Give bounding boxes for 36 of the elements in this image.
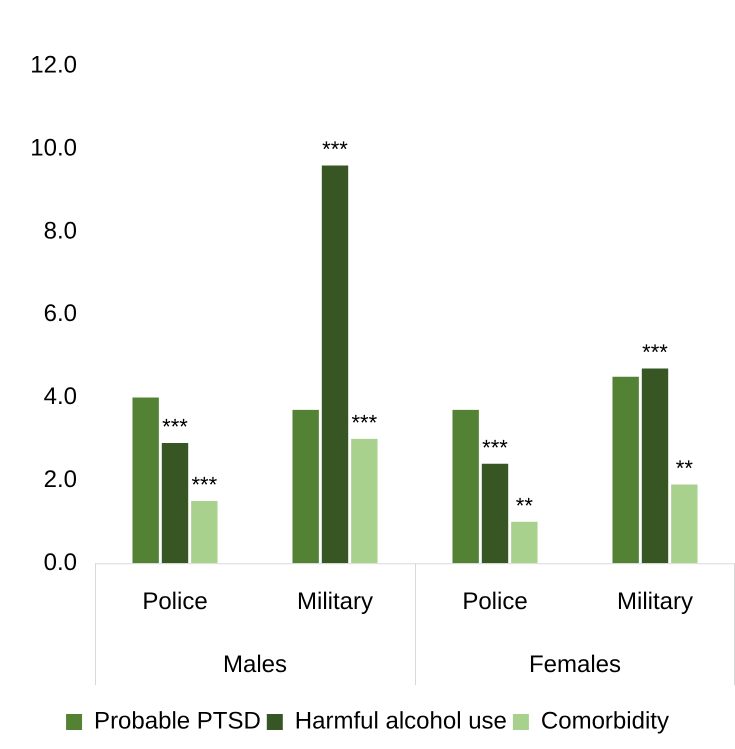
data-label: *** bbox=[162, 414, 188, 440]
y-tick-label: 8.0 bbox=[44, 217, 77, 244]
y-tick-label: 2.0 bbox=[44, 466, 77, 493]
text: Females bbox=[528, 650, 622, 678]
legend-label: Probable PTSD bbox=[94, 708, 261, 735]
bar bbox=[482, 464, 508, 564]
bar bbox=[642, 368, 668, 564]
bar bbox=[191, 501, 218, 564]
data-label: *** bbox=[351, 410, 378, 435]
data-label: ** bbox=[516, 492, 534, 518]
legend-label: Comorbidity bbox=[540, 708, 669, 735]
data-label: *** bbox=[482, 434, 508, 460]
bar bbox=[511, 522, 538, 564]
bar bbox=[671, 484, 698, 564]
data-label: *** bbox=[322, 136, 348, 162]
bar bbox=[132, 397, 159, 564]
bar bbox=[452, 410, 479, 564]
y-tick-label: 12.0 bbox=[30, 52, 77, 79]
x-tick-label: Military bbox=[297, 588, 373, 616]
bar bbox=[162, 443, 188, 564]
data-label: *** bbox=[191, 472, 218, 498]
bar bbox=[351, 438, 378, 564]
legend-label: Harmful alcohol use bbox=[294, 708, 507, 735]
y-tick-label: 10.0 bbox=[30, 134, 77, 162]
text: Males bbox=[222, 650, 288, 678]
bar bbox=[292, 410, 319, 564]
x-tick-label: Military bbox=[617, 588, 693, 616]
x-tick-label: Police bbox=[462, 588, 528, 616]
data-label: *** bbox=[642, 340, 668, 365]
bar bbox=[322, 165, 348, 564]
y-tick-label: 0.0 bbox=[44, 548, 77, 576]
y-tick-label: 4.0 bbox=[44, 383, 77, 410]
y-tick-label: 6.0 bbox=[44, 300, 77, 328]
bar bbox=[612, 376, 639, 564]
data-label: ** bbox=[676, 456, 694, 481]
x-tick-label: Police bbox=[142, 588, 208, 616]
